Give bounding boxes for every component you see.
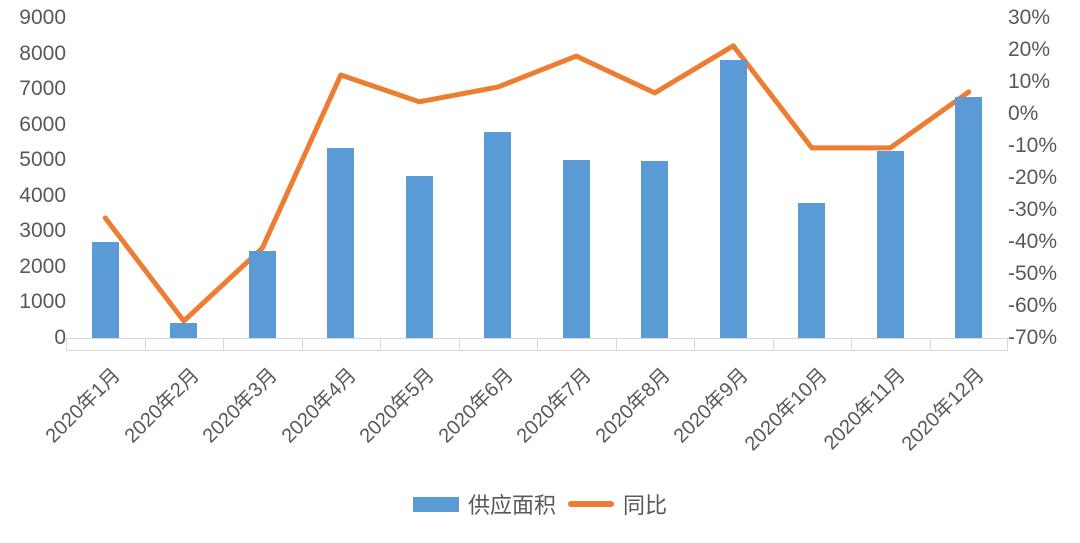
legend-item[interactable]: 供应面积 xyxy=(412,488,556,520)
y-axis-right-tick: -30% xyxy=(1008,198,1058,221)
x-axis-tick xyxy=(772,339,774,351)
y-axis-right-tick: -50% xyxy=(1008,262,1058,285)
legend-line-swatch-icon xyxy=(568,501,614,507)
line-series-path xyxy=(102,43,972,324)
bar xyxy=(719,59,747,338)
y-axis-left-tick: 9000 xyxy=(19,6,66,29)
legend-item-label: 同比 xyxy=(623,493,668,518)
y-axis-left-tick: 6000 xyxy=(19,112,66,136)
y-axis-right-tick: -70% xyxy=(1008,326,1058,349)
x-axis-tick xyxy=(144,339,146,351)
bar xyxy=(405,175,433,338)
y-axis-right-tick: -60% xyxy=(1008,294,1058,317)
bar xyxy=(641,161,669,338)
x-axis-tick xyxy=(301,339,303,351)
bar xyxy=(91,242,119,338)
x-axis-tick xyxy=(380,339,381,351)
legend-item[interactable]: 同比 xyxy=(568,488,667,520)
line-series-svg xyxy=(102,43,972,324)
y-axis-left-tick: 7000 xyxy=(19,77,66,101)
x-axis-ticks xyxy=(66,339,1008,351)
bar xyxy=(327,147,355,338)
y-axis-right-tick: -40% xyxy=(1008,230,1058,253)
x-axis-tick xyxy=(929,339,931,351)
x-axis-baseline xyxy=(66,338,1008,339)
x-axis-tick xyxy=(851,339,852,351)
y-axis-right-tick: 30% xyxy=(1008,6,1051,29)
bar xyxy=(248,251,276,338)
bar xyxy=(562,159,590,338)
x-axis-tick xyxy=(615,339,617,351)
chart-legend: 供应面积 同比 xyxy=(0,488,1080,520)
y-axis-left-tick: 2000 xyxy=(19,254,66,278)
x-axis-tick xyxy=(223,339,224,351)
x-axis-tick xyxy=(694,339,695,351)
bar xyxy=(876,151,904,338)
plot-area xyxy=(66,18,1008,338)
bar xyxy=(484,131,512,338)
y-axis-right-tick: -20% xyxy=(1008,166,1058,189)
bar xyxy=(798,202,826,338)
legend-bar-swatch-icon xyxy=(412,496,459,512)
y-axis-right-tick: 0% xyxy=(1008,102,1039,125)
legend-item-label: 供应面积 xyxy=(467,493,556,518)
bar xyxy=(955,96,983,338)
x-axis-tick xyxy=(537,339,538,351)
y-axis-left-tick: 4000 xyxy=(19,183,66,207)
x-axis-tick xyxy=(1007,339,1008,351)
bar xyxy=(170,323,198,338)
y-axis-left-tick: 8000 xyxy=(19,41,66,65)
y-axis-right-tick: -10% xyxy=(1008,134,1058,157)
y-axis-left-tick: 5000 xyxy=(19,148,66,172)
chart-container: 9000 8000 7000 6000 5000 4000 3000 2000 1000 0 30… xyxy=(0,6,1080,520)
y-axis-left-tick: 0 xyxy=(54,326,66,349)
x-axis-tick xyxy=(66,339,67,351)
y-axis-left-tick: 3000 xyxy=(19,219,66,243)
x-axis-tick xyxy=(458,339,460,351)
y-axis-right-tick: 10% xyxy=(1008,70,1051,93)
y-axis-left-tick: 1000 xyxy=(19,290,66,314)
y-axis-right-tick: 20% xyxy=(1008,38,1051,61)
